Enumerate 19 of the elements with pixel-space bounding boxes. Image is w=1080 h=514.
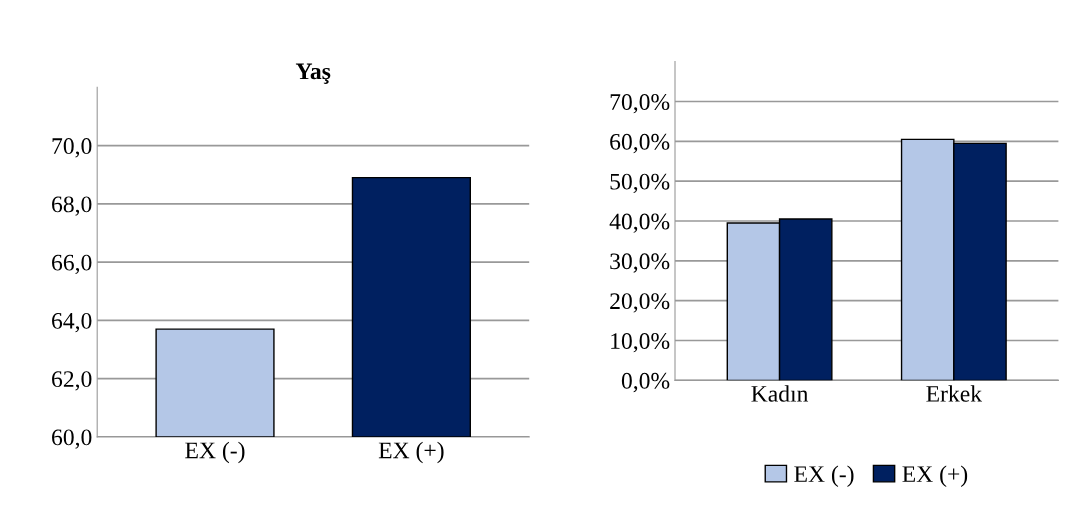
y-tick-label: 40,0% xyxy=(609,213,670,233)
y-tick-label: 64,0 xyxy=(52,312,92,333)
y-tick-label: 60,0% xyxy=(610,133,670,154)
chart-title: Yaş xyxy=(295,63,331,84)
legend-label: EX (+) xyxy=(902,465,968,487)
y-tick-label: 66,0 xyxy=(52,254,92,274)
y-tick-label: 68,0 xyxy=(52,196,92,216)
y-tick-label: 50,0% xyxy=(610,173,670,194)
y-tick-label: 10,0% xyxy=(611,333,670,353)
y-tick-label: 0,0% xyxy=(621,372,670,393)
y-tick-label: 70,0% xyxy=(610,94,670,114)
y-tick-label: 60,0 xyxy=(52,429,92,449)
x-tick-label: Erkek xyxy=(926,385,983,402)
y-tick-label: 62,0 xyxy=(52,371,92,391)
x-tick-label: Kadın xyxy=(751,385,809,402)
y-tick-label: 30,0% xyxy=(610,253,670,273)
legend-label: EX (-) xyxy=(794,465,854,487)
y-tick-label: 70,0 xyxy=(52,138,92,158)
y-tick-label: 20,0% xyxy=(610,293,670,313)
